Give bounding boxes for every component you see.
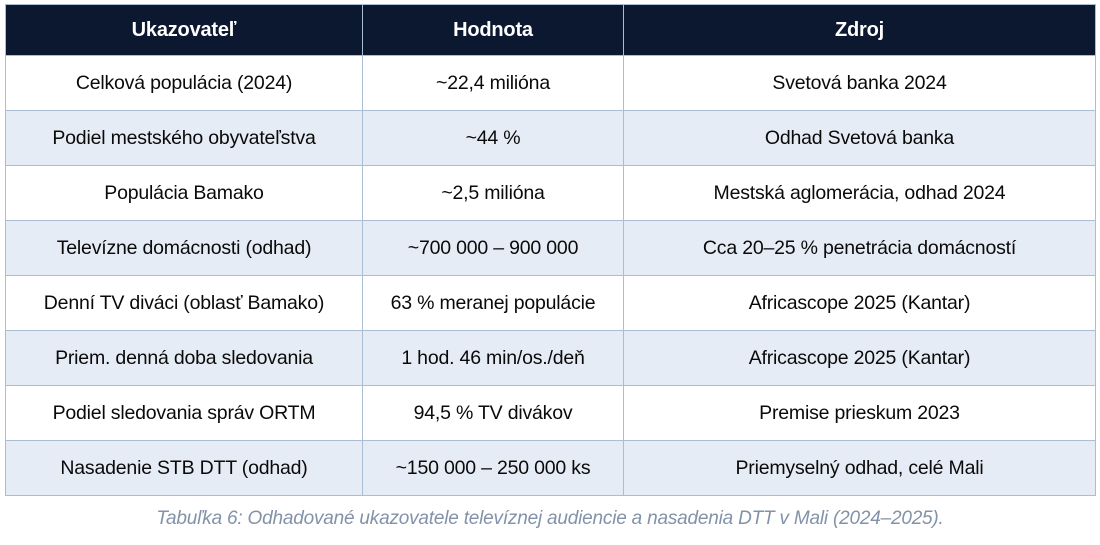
table-cell: Podiel sledovania správ ORTM: [5, 385, 363, 441]
table-header-row: Ukazovateľ Hodnota Zdroj: [5, 4, 1096, 56]
table-cell: Priem. denná doba sledovania: [5, 330, 363, 386]
table-cell: 1 hod. 46 min/os./deň: [362, 330, 624, 386]
table-row: Podiel mestského obyvateľstva ~44 % Odhad …: [5, 110, 1096, 166]
table-cell: 94,5 % TV divákov: [362, 385, 624, 441]
table-cell: Cca 20–25 % penetrácia domácností: [623, 220, 1096, 276]
table-cell: Premise prieskum 2023: [623, 385, 1096, 441]
table-cell: Nasadenie STB DTT (odhad): [5, 440, 363, 496]
table-body: Celková populácia (2024) ~22,4 milióna Sve…: [5, 55, 1096, 496]
column-header-value: Hodnota: [362, 4, 624, 56]
table-cell: Svetová banka 2024: [623, 55, 1096, 111]
table-row: Televízne domácnosti (odhad) ~700 000 – 9…: [5, 220, 1096, 276]
table-cell: Mestská aglomerácia, odhad 2024: [623, 165, 1096, 221]
table-row: Denní TV diváci (oblasť Bamako) 63 % mera…: [5, 275, 1096, 331]
table-cell: Televízne domácnosti (odhad): [5, 220, 363, 276]
table-cell: ~22,4 milióna: [362, 55, 624, 111]
table-caption: Tabuľka 6: Odhadované ukazovatele televí…: [156, 508, 944, 529]
table-cell: Priemyselný odhad, celé Mali: [623, 440, 1096, 496]
table-cell: ~44 %: [362, 110, 624, 166]
table-row: Nasadenie STB DTT (odhad) ~150 000 – 250 …: [5, 440, 1096, 496]
table-row: Podiel sledovania správ ORTM 94,5 % TV di…: [5, 385, 1096, 441]
table-row: Celková populácia (2024) ~22,4 milióna Sve…: [5, 55, 1096, 111]
table-cell: Odhad Svetová banka: [623, 110, 1096, 166]
table-cell: ~700 000 – 900 000: [362, 220, 624, 276]
indicators-table: Ukazovateľ Hodnota Zdroj Celková populác…: [5, 4, 1096, 496]
table-cell: Africascope 2025 (Kantar): [623, 275, 1096, 331]
table-cell: ~2,5 milióna: [362, 165, 624, 221]
table-row: Populácia Bamako ~2,5 milióna Mestská aglo…: [5, 165, 1096, 221]
table-cell: Celková populácia (2024): [5, 55, 363, 111]
table-cell: ~150 000 – 250 000 ks: [362, 440, 624, 496]
column-header-indicator: Ukazovateľ: [5, 4, 363, 56]
table-cell: Podiel mestského obyvateľstva: [5, 110, 363, 166]
table-cell: Denní TV diváci (oblasť Bamako): [5, 275, 363, 331]
table-cell: Populácia Bamako: [5, 165, 363, 221]
column-header-source: Zdroj: [623, 4, 1096, 56]
table-cell: 63 % meranej populácie: [362, 275, 624, 331]
table-row: Priem. denná doba sledovania 1 hod. 46 mi…: [5, 330, 1096, 386]
table-cell: Africascope 2025 (Kantar): [623, 330, 1096, 386]
